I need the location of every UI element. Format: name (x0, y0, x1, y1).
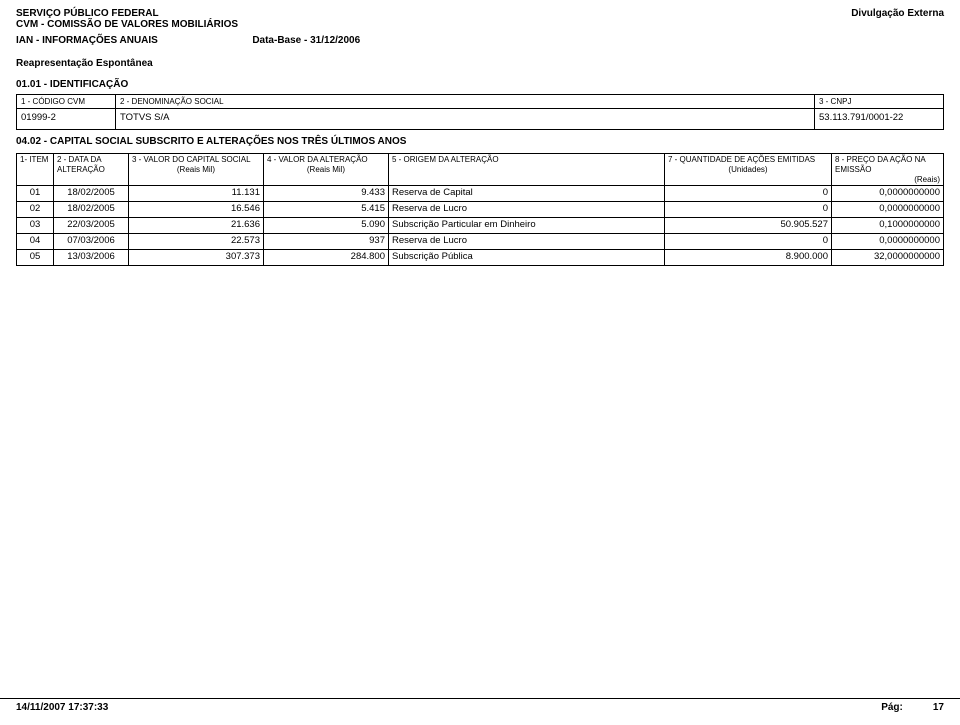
th-valalt: 4 - VALOR DA ALTERAÇÃO (Reais Mil) (264, 154, 389, 186)
ident-denominacao: TOTVS S/A (116, 109, 815, 130)
cell-origem: Subscrição Pública (389, 250, 665, 266)
cell-data: 13/03/2006 (54, 250, 129, 266)
header-line2: CVM - COMISSÃO DE VALORES MOBILIÁRIOS (16, 19, 944, 30)
cell-capital: 22.573 (129, 234, 264, 250)
ident-cnpj: 53.113.791/0001-22 (815, 109, 944, 130)
divulgacao-externa: Divulgação Externa (851, 8, 944, 19)
table-row: 0218/02/200516.5465.415Reserva de Lucro0… (17, 202, 944, 218)
cell-qtd: 0 (665, 186, 832, 202)
ident-col1-header: 1 - CÓDIGO CVM (17, 95, 116, 109)
th-item: 1- ITEM (17, 154, 54, 186)
cell-qtd: 0 (665, 202, 832, 218)
table-row: 0118/02/200511.1319.433Reserva de Capita… (17, 186, 944, 202)
cell-data: 18/02/2005 (54, 186, 129, 202)
th-data: 2 - DATA DA ALTERAÇÃO (54, 154, 129, 186)
cell-preco: 0,0000000000 (832, 202, 944, 218)
th-preco: 8 - PREÇO DA AÇÃO NA EMISSÃO (Reais) (832, 154, 944, 186)
cell-preco: 32,0000000000 (832, 250, 944, 266)
cell-origem: Subscrição Particular em Dinheiro (389, 218, 665, 234)
cell-valalt: 284.800 (264, 250, 389, 266)
th-capital: 3 - VALOR DO CAPITAL SOCIAL (Reais Mil) (129, 154, 264, 186)
ident-col3-header: 3 - CNPJ (815, 95, 944, 109)
ident-title: 01.01 - IDENTIFICAÇÃO (16, 79, 944, 90)
capital-table: 1- ITEM 2 - DATA DA ALTERAÇÃO 3 - VALOR … (16, 153, 944, 266)
cell-valalt: 937 (264, 234, 389, 250)
cell-capital: 307.373 (129, 250, 264, 266)
cell-data: 22/03/2005 (54, 218, 129, 234)
header-line3: IAN - INFORMAÇÕES ANUAIS (16, 35, 158, 46)
footer-timestamp: 14/11/2007 17:37:33 (16, 702, 108, 713)
cell-qtd: 8.900.000 (665, 250, 832, 266)
cell-capital: 16.546 (129, 202, 264, 218)
footer-pag-label: Pág: (881, 702, 903, 713)
cell-item: 02 (17, 202, 54, 218)
page-footer: 14/11/2007 17:37:33 Pág: 17 (0, 698, 960, 713)
cell-valalt: 9.433 (264, 186, 389, 202)
ident-table: 1 - CÓDIGO CVM 2 - DENOMINAÇÃO SOCIAL 3 … (16, 94, 944, 130)
cell-preco: 0,0000000000 (832, 234, 944, 250)
ident-col2-header: 2 - DENOMINAÇÃO SOCIAL (116, 95, 815, 109)
cell-preco: 0,0000000000 (832, 186, 944, 202)
table-row: 0322/03/200521.6365.090Subscrição Partic… (17, 218, 944, 234)
cell-valalt: 5.415 (264, 202, 389, 218)
cell-item: 03 (17, 218, 54, 234)
cell-data: 07/03/2006 (54, 234, 129, 250)
cell-preco: 0,1000000000 (832, 218, 944, 234)
th-qtd: 7 - QUANTIDADE DE AÇÕES EMITIDAS (Unidad… (665, 154, 832, 186)
th-origem: 5 - ORIGEM DA ALTERAÇÃO (389, 154, 665, 186)
cell-origem: Reserva de Capital (389, 186, 665, 202)
capital-title: 04.02 - CAPITAL SOCIAL SUBSCRITO E ALTER… (16, 136, 944, 147)
cell-item: 01 (17, 186, 54, 202)
ident-codigo: 01999-2 (17, 109, 116, 130)
header-line1: SERVIÇO PÚBLICO FEDERAL (16, 8, 159, 19)
cell-item: 05 (17, 250, 54, 266)
cell-origem: Reserva de Lucro (389, 234, 665, 250)
cell-capital: 11.131 (129, 186, 264, 202)
footer-pag-num: 17 (933, 702, 944, 713)
cell-qtd: 50.905.527 (665, 218, 832, 234)
table-row: 0513/03/2006307.373284.800Subscrição Púb… (17, 250, 944, 266)
cell-qtd: 0 (665, 234, 832, 250)
cell-valalt: 5.090 (264, 218, 389, 234)
table-row: 0407/03/200622.573937Reserva de Lucro00,… (17, 234, 944, 250)
cell-origem: Reserva de Lucro (389, 202, 665, 218)
reapresentacao: Reapresentação Espontânea (16, 58, 944, 69)
data-base: Data-Base - 31/12/2006 (252, 35, 360, 46)
cell-capital: 21.636 (129, 218, 264, 234)
cell-data: 18/02/2005 (54, 202, 129, 218)
cell-item: 04 (17, 234, 54, 250)
